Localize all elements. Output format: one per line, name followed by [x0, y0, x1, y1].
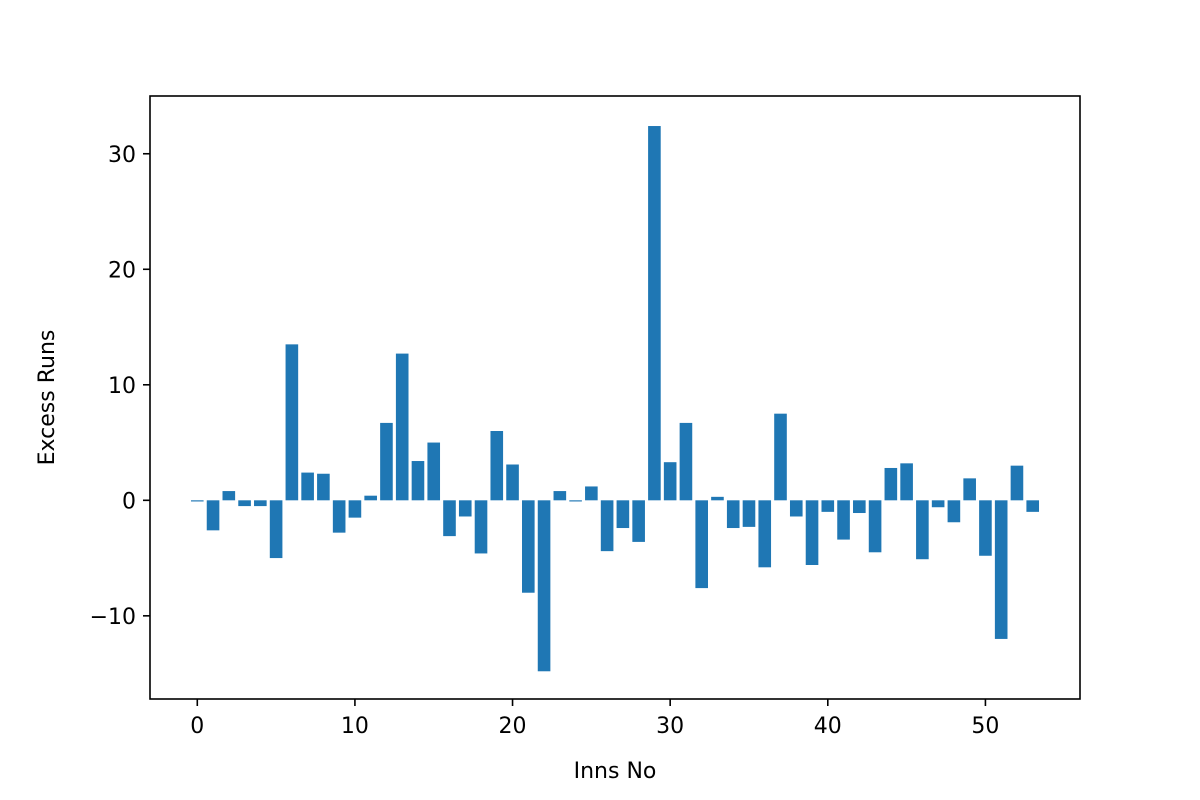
bar-25: [585, 486, 598, 501]
bar-35: [742, 500, 756, 527]
bar-40: [821, 500, 835, 512]
bar-13: [395, 353, 409, 501]
plot-frame: [149, 95, 1081, 700]
bar-21: [522, 500, 535, 593]
bar-31: [679, 422, 693, 501]
x-axis-title: Inns No: [574, 759, 657, 784]
bar-37: [774, 413, 787, 501]
bar-8: [317, 473, 330, 501]
bar-11: [364, 495, 377, 501]
ticks-layer: 0 10 20 30 40 50 −10 0 10 20 30: [90, 143, 1000, 739]
y-tick-label: 0: [122, 489, 136, 514]
bar-16: [443, 500, 456, 537]
bar-44: [884, 467, 898, 501]
bars-layer: [190, 126, 1040, 672]
x-tick-label: 10: [341, 714, 369, 739]
bar-33: [711, 496, 724, 501]
bar-2: [222, 491, 236, 501]
x-tick-label: 0: [190, 714, 204, 739]
bar-5: [269, 500, 283, 559]
bar-0: [190, 500, 204, 502]
y-tick-label: 10: [108, 374, 136, 399]
y-tick-label: 30: [108, 143, 136, 168]
bar-43: [868, 500, 882, 553]
x-tick-label: 50: [971, 714, 999, 739]
bar-24: [569, 500, 582, 502]
bar-45: [900, 463, 913, 501]
bar-52: [1010, 465, 1024, 501]
bar-51: [994, 500, 1008, 639]
x-tick-label: 40: [814, 714, 842, 739]
x-tick-label: 30: [656, 714, 684, 739]
x-tick-label: 20: [499, 714, 527, 739]
bar-53: [1026, 500, 1040, 512]
bar-36: [758, 500, 772, 568]
bar-38: [789, 500, 803, 517]
bar-41: [837, 500, 850, 540]
bar-22: [537, 500, 551, 672]
bar-26: [600, 500, 614, 552]
bar-12: [380, 422, 393, 501]
bar-34: [726, 500, 740, 529]
y-tick-label: 20: [108, 258, 136, 283]
bar-4: [254, 500, 267, 507]
bar-30: [663, 462, 677, 501]
bar-14: [411, 461, 425, 501]
bar-39: [805, 500, 819, 565]
bar-23: [553, 491, 567, 501]
bar-47: [931, 500, 945, 508]
bar-29: [648, 126, 661, 501]
bar-1: [206, 500, 220, 531]
bar-10: [348, 500, 362, 518]
bar-20: [506, 464, 519, 501]
bar-6: [285, 344, 299, 501]
bar-27: [616, 500, 630, 529]
bar-3: [238, 500, 251, 507]
bar-32: [695, 500, 708, 589]
bar-7: [301, 472, 314, 501]
bar-46: [916, 500, 929, 560]
bar-49: [963, 478, 976, 501]
bar-28: [632, 500, 645, 542]
bar-17: [458, 500, 472, 517]
bar-9: [332, 500, 346, 533]
bar-15: [427, 442, 441, 501]
bar-18: [474, 500, 488, 554]
bar-19: [490, 431, 504, 501]
bar-48: [947, 500, 961, 523]
bar-50: [979, 500, 992, 556]
bar-42: [853, 500, 866, 514]
y-tick-label: −10: [90, 605, 136, 630]
y-axis-title: Excess Runs: [35, 330, 60, 466]
